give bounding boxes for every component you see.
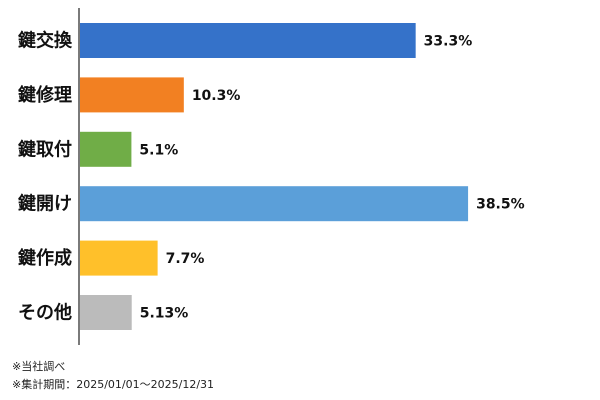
category-label: 鍵取付 — [18, 138, 72, 160]
bar — [80, 77, 184, 113]
value-label: 5.1% — [139, 142, 178, 158]
value-label: 33.3% — [424, 34, 473, 50]
value-label: 5.13% — [140, 306, 189, 322]
category-label: 鍵開け — [18, 193, 72, 215]
bars-group — [80, 23, 469, 330]
category-label: 鍵修理 — [18, 84, 72, 106]
bar — [80, 23, 416, 58]
bar — [80, 240, 158, 276]
category-label: 鍵作成 — [18, 247, 72, 269]
value-label: 38.5% — [476, 197, 525, 213]
value-label: 10.3% — [192, 88, 241, 104]
source-note: ※当社調べ — [12, 360, 66, 373]
bar — [80, 186, 469, 222]
period-note: ※集計期間：2025/01/01～2025/12/31 — [12, 378, 215, 391]
bar — [80, 131, 132, 167]
value-labels: 33.3% 10.3% 5.1% 38.5% 7.7% 5.13% — [139, 34, 524, 322]
category-label: その他 — [18, 302, 72, 324]
category-label: 鍵交換 — [18, 30, 73, 52]
value-label: 7.7% — [166, 251, 205, 267]
bar — [80, 295, 132, 330]
